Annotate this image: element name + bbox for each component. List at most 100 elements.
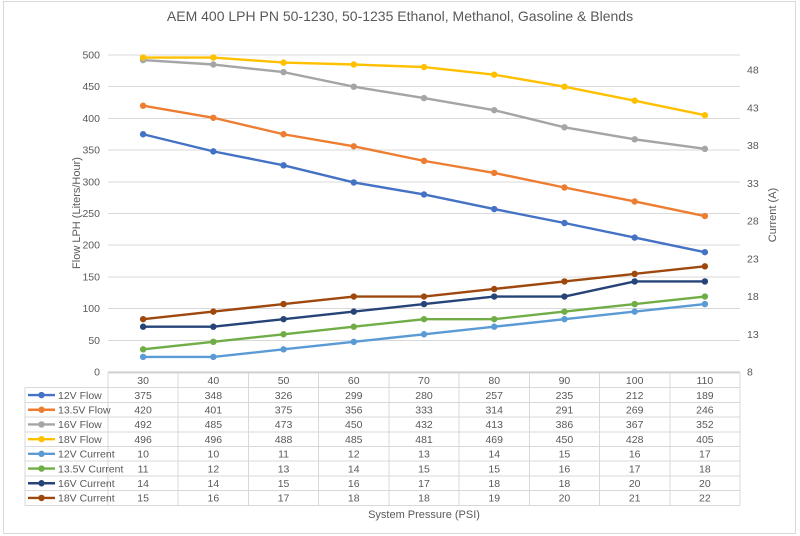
table-header-cell-110: 110: [697, 375, 714, 387]
table-cell-18v-flow-40: 496: [205, 434, 223, 446]
data-point-16v-current-60: [350, 308, 357, 315]
series-12v-flow: [139, 131, 709, 256]
chart-title: AEM 400 LPH PN 50-1230, 50-1235 Ethanol,…: [166, 8, 634, 24]
table-cell-18v-current-70: 18: [418, 493, 430, 505]
data-point-12v-flow-50: [280, 162, 287, 169]
table-cell-16v-flow-90: 386: [556, 419, 574, 431]
data-point-16v-current-90: [561, 293, 568, 300]
left-axis-tick-label: 500: [82, 50, 100, 62]
table-cell-13-5v-current-100: 17: [629, 463, 641, 475]
table-cell-18v-flow-80: 469: [485, 434, 503, 446]
table-cell-12v-flow-30: 375: [134, 390, 152, 402]
left-axis-tick-label: 150: [82, 271, 100, 283]
table-cell-16v-current-70: 17: [418, 478, 430, 490]
data-point-16v-current-40: [210, 323, 217, 330]
table-cell-16v-flow-80: 413: [485, 419, 503, 431]
right-axis-tick-label: 33: [747, 178, 759, 190]
left-axis-tick-label: 0: [94, 367, 100, 379]
legend-key-marker-12v-current: [38, 450, 45, 458]
table-header-cell-100: 100: [626, 375, 644, 387]
right-axis-tick-label: 18: [747, 291, 759, 303]
table-row-16v-flow: 16V Flow 492 485 473 450 432 413 386 367 352: [28, 419, 714, 431]
table-cell-12v-current-110: 17: [699, 449, 711, 461]
table-cell-12v-flow-60: 299: [345, 390, 363, 402]
data-point-16v-flow-60: [350, 83, 357, 90]
legend-key-marker-18v-flow: [38, 435, 45, 443]
data-point-12v-flow-90: [561, 219, 568, 227]
series-16v-flow: [139, 56, 709, 153]
table-cell-18v-flow-110: 405: [696, 434, 714, 446]
table-cell-16v-current-110: 20: [699, 478, 711, 490]
data-point-18v-flow-30: [139, 54, 147, 61]
table-cell-18v-current-60: 18: [348, 493, 360, 505]
data-point-13-5v-current-90: [561, 308, 568, 315]
table-cell-13-5v-current-110: 18: [699, 463, 711, 475]
data-point-18v-flow-70: [420, 63, 428, 71]
left-axis-tick-label: 100: [82, 303, 100, 315]
table-header-cell-60: 60: [348, 375, 360, 387]
table-cell-16v-current-50: 15: [278, 478, 290, 490]
table-cell-16v-flow-60: 450: [345, 419, 363, 431]
table-row-16v-current: 16V Current 14 14 15 16 17 18 18 20 20: [28, 478, 711, 490]
table-cell-13-5v-flow-30: 420: [134, 404, 152, 416]
series-13-5v-current: [139, 293, 709, 353]
series-18v-flow: [139, 54, 709, 119]
table-cell-16v-current-60: 16: [348, 478, 360, 490]
data-point-12v-flow-100: [631, 234, 638, 241]
table-row-12v-current: 12V Current 10 10 11 12 13 14 15 16 17: [28, 449, 711, 461]
data-point-18v-current-30: [139, 315, 147, 323]
data-point-12v-flow-70: [420, 191, 428, 198]
data-point-18v-current-90: [561, 278, 568, 285]
legend-label-13-5v-current: 13.5V Current: [58, 463, 123, 475]
data-point-13-5v-flow-40: [210, 114, 217, 121]
table-cell-18v-current-100: 21: [629, 493, 641, 505]
data-point-12v-flow-60: [350, 179, 357, 186]
table-cell-18v-flow-70: 481: [415, 434, 433, 446]
table-cell-18v-current-40: 16: [207, 493, 219, 505]
table-row-13-5v-current: 13.5V Current 11 12 13 14 15 15 16 17 18: [28, 463, 711, 475]
data-point-13-5v-flow-110: [701, 212, 709, 220]
table-cell-13-5v-flow-90: 291: [556, 404, 574, 416]
data-point-13-5v-flow-70: [420, 157, 428, 165]
data-point-13-5v-current-30: [139, 346, 147, 353]
table-cell-16v-current-90: 18: [559, 478, 571, 490]
table-cell-12v-current-60: 12: [348, 449, 360, 461]
table-header-cell-50: 50: [278, 375, 290, 387]
data-point-13-5v-current-70: [420, 315, 428, 323]
data-point-18v-current-100: [631, 270, 638, 278]
table-cell-13-5v-flow-110: 246: [696, 404, 714, 416]
data-point-13-5v-flow-100: [631, 198, 638, 205]
table-cell-12v-flow-40: 348: [205, 390, 223, 402]
data-point-12v-current-50: [280, 346, 287, 353]
left-axis-tick-label: 400: [82, 113, 100, 125]
table-cell-16v-flow-100: 367: [626, 419, 644, 431]
table-cell-13-5v-current-30: 11: [138, 463, 149, 475]
table-cell-13-5v-current-70: 15: [418, 463, 430, 475]
table-cell-13-5v-current-60: 14: [348, 463, 360, 475]
data-point-12v-current-60: [350, 338, 357, 346]
table-cell-16v-flow-50: 473: [275, 419, 293, 431]
table-cell-18v-flow-90: 450: [556, 434, 574, 446]
table-cell-16v-flow-110: 352: [696, 419, 714, 431]
data-table: 30 40 50 60 70 80 90 100 110 12V Flow 375 348 326 299…: [24, 372, 741, 506]
data-point-18v-current-40: [210, 308, 217, 315]
table-cell-16v-flow-40: 485: [205, 419, 223, 431]
data-point-12v-current-70: [420, 331, 428, 338]
right-axis-title: Current (A): [767, 188, 779, 242]
legend-label-13-5v-flow: 13.5V Flow: [58, 404, 111, 416]
data-point-12v-current-110: [701, 300, 709, 308]
right-axis-tick-label: 38: [747, 140, 759, 152]
table-cell-13-5v-flow-100: 269: [626, 404, 644, 416]
data-point-13-5v-flow-90: [561, 184, 568, 191]
data-point-18v-flow-40: [210, 54, 217, 61]
legend-key-marker-16v-current: [38, 480, 45, 487]
data-point-13-5v-flow-60: [350, 143, 357, 150]
table-cell-12v-flow-100: 212: [626, 390, 644, 402]
table-row-13-5v-flow: 13.5V Flow 420 401 375 356 333 314 291 269 246: [28, 404, 714, 416]
table-cell-18v-flow-30: 496: [134, 434, 152, 446]
left-axis-tick-label: 450: [82, 81, 100, 93]
table-cell-16v-flow-70: 432: [415, 419, 433, 431]
data-point-12v-current-100: [631, 308, 638, 315]
table-cell-12v-current-40: 10: [207, 449, 219, 461]
